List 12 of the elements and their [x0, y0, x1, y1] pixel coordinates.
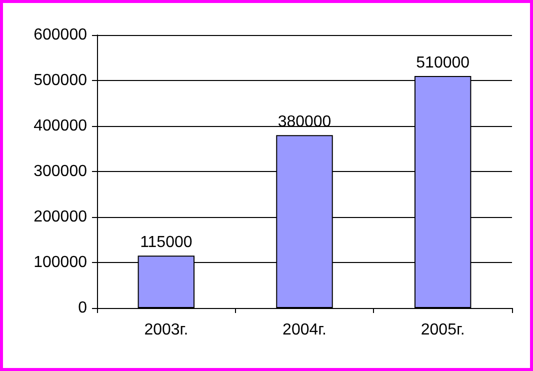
- data-label: 510000: [416, 54, 470, 72]
- y-tick-label: 100000: [34, 254, 88, 271]
- y-tick-label: 400000: [34, 118, 88, 134]
- x-tick-label: 2004г.: [282, 322, 326, 338]
- x-tick-label: 2005г.: [420, 322, 465, 338]
- y-tick-label: 600000: [34, 26, 88, 44]
- x-tick-label: 2003г.: [144, 322, 188, 338]
- y-tick-label: 200000: [34, 208, 88, 226]
- data-label: 115000: [140, 234, 192, 252]
- y-tick-label: 300000: [34, 163, 88, 180]
- y-tick-label: 500000: [34, 72, 88, 89]
- y-tick-label: 0: [78, 300, 88, 316]
